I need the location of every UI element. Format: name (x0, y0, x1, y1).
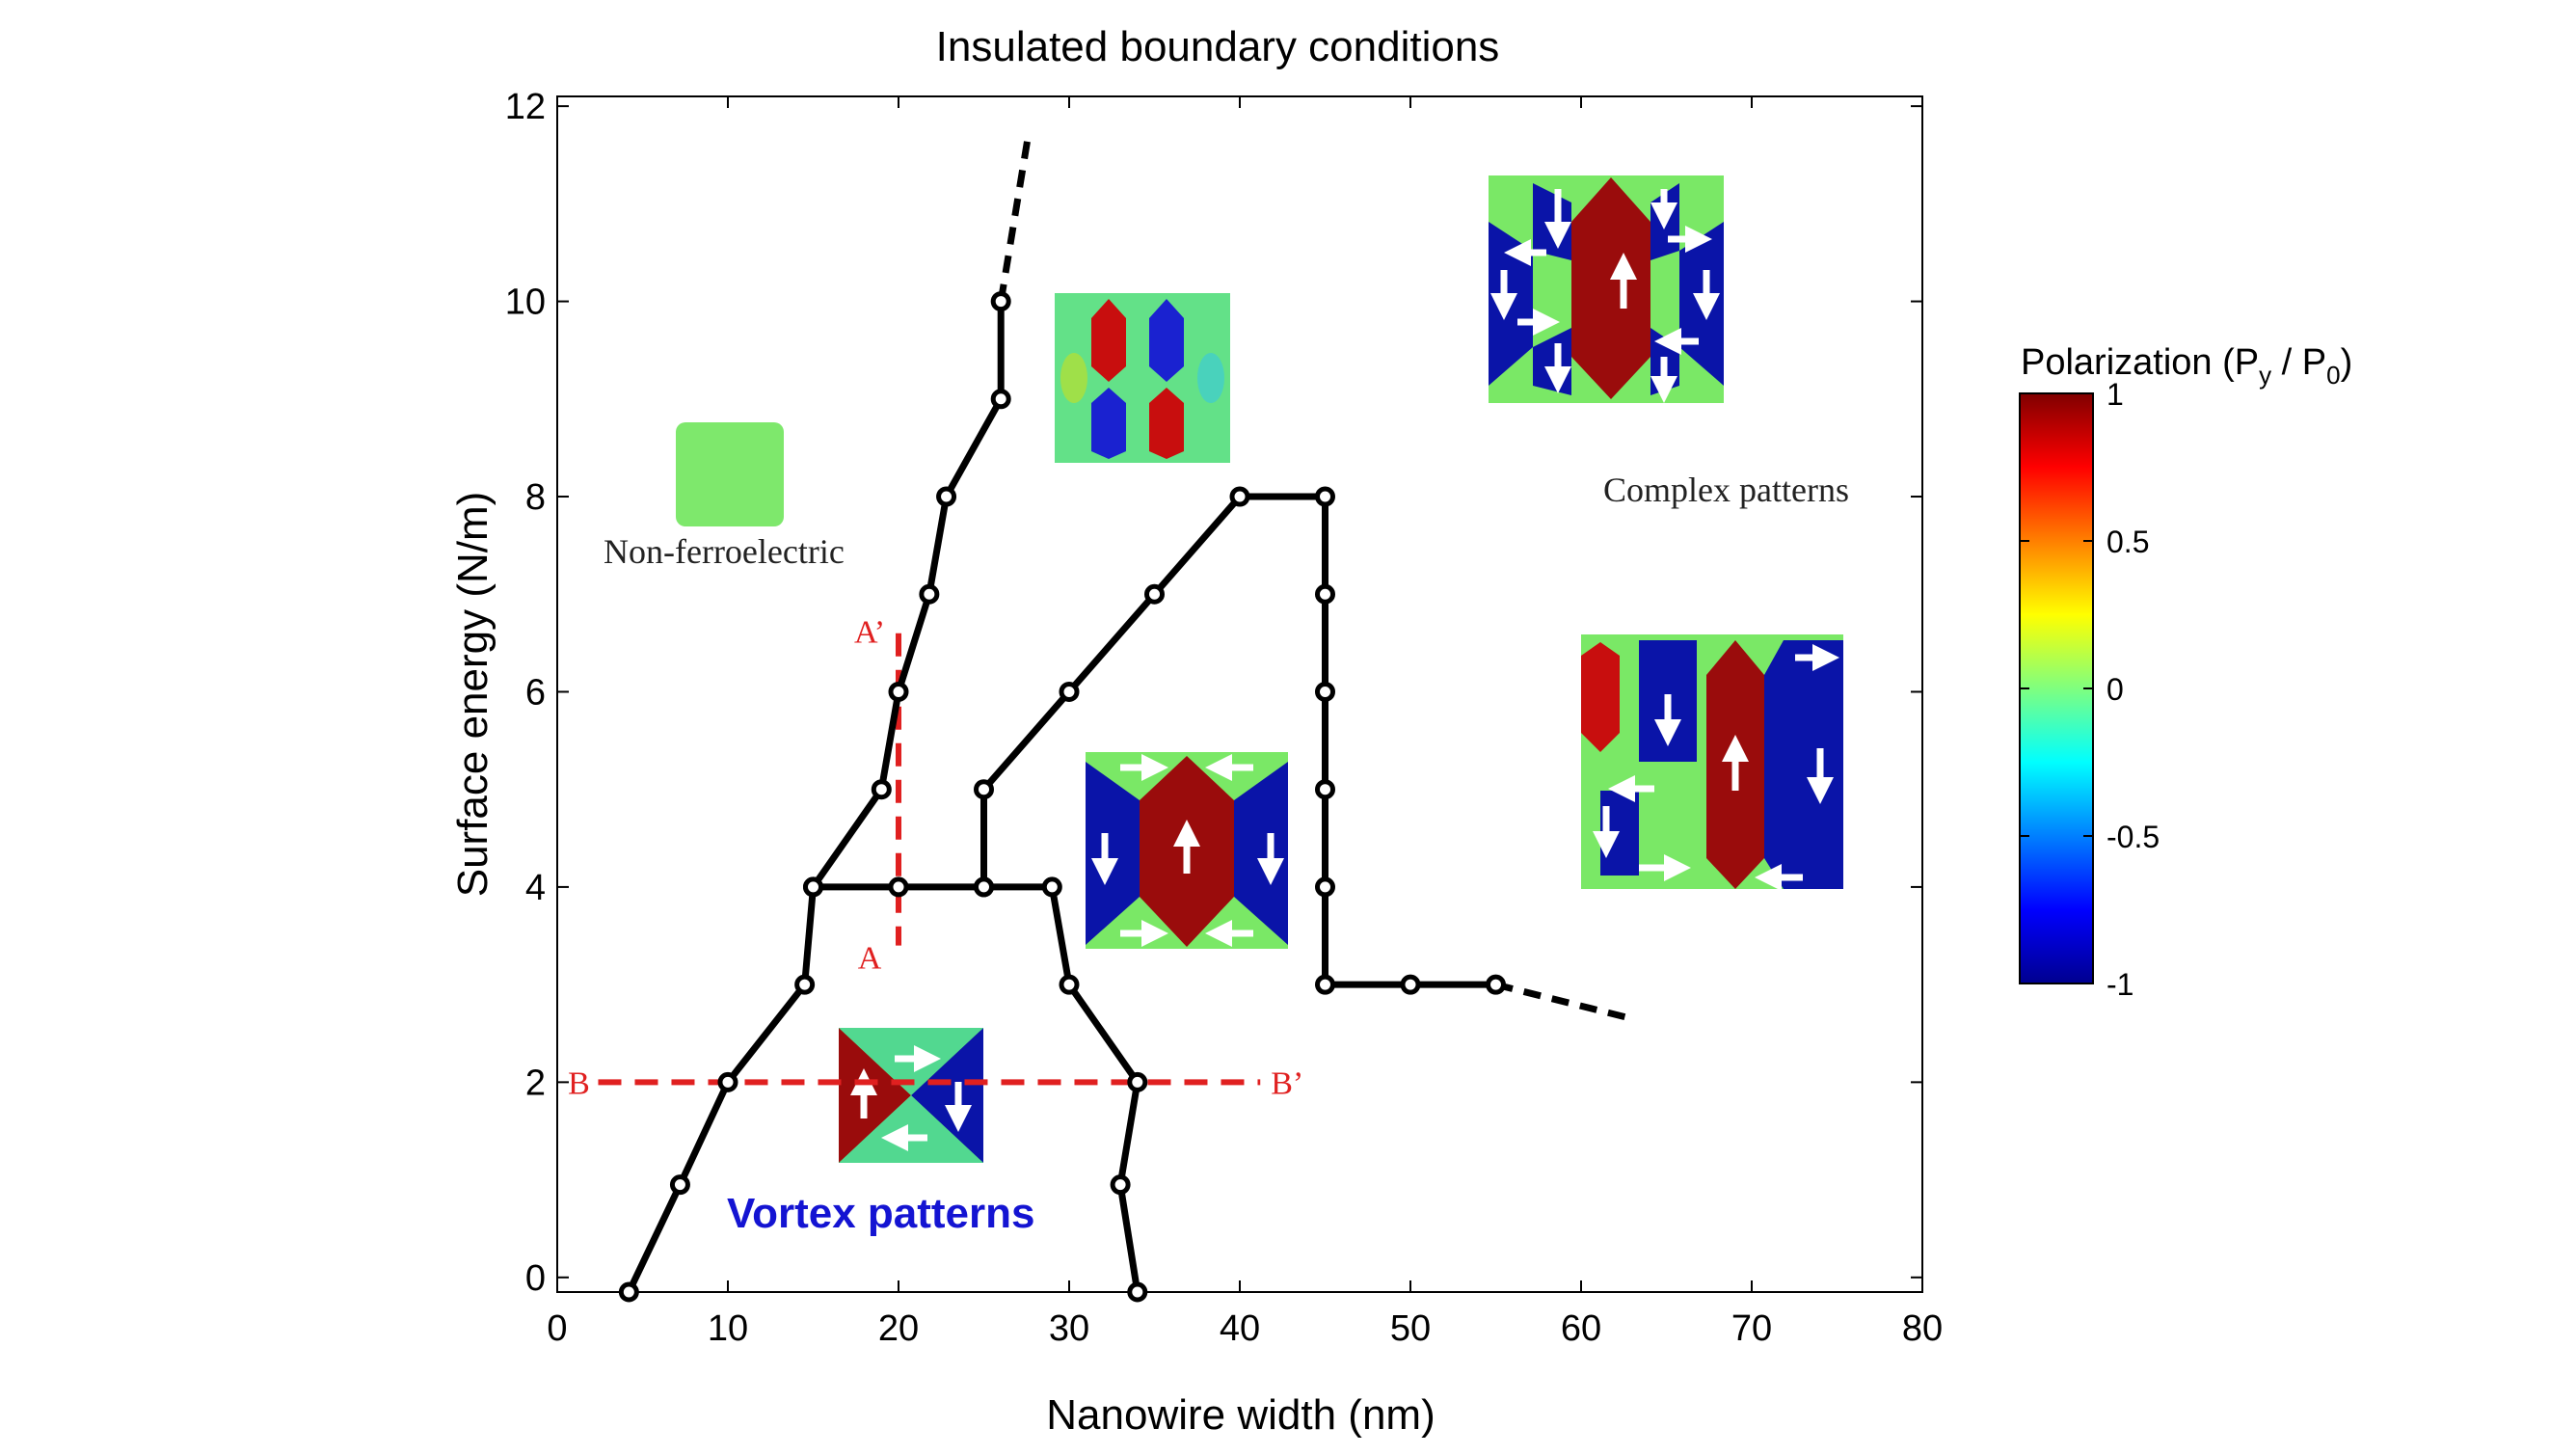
colorbar-tick-label: 0 (2106, 672, 2124, 707)
y-tick-label: 12 (505, 87, 546, 127)
colorbar-tick-label: -1 (2106, 967, 2133, 1002)
data-point (974, 876, 994, 898)
data-point (936, 486, 957, 507)
x-axis-ticks: 0 10 20 30 40 50 60 70 80 (547, 96, 1943, 1349)
data-point (888, 876, 909, 898)
colorbar-tick-label: 1 (2106, 377, 2124, 412)
x-axis-label: Nanowire width (nm) (1046, 1391, 1435, 1439)
y-tick-label: 0 (525, 1258, 546, 1299)
inset-uniform (676, 422, 784, 526)
data-point (1315, 583, 1335, 605)
data-point (1315, 779, 1335, 800)
x-tick-label: 80 (1902, 1308, 1943, 1349)
phase-boundary-line (813, 883, 1141, 1293)
data-point (990, 389, 1011, 410)
colorbar-ticks: 1 0.5 0 -0.5 -1 (2020, 377, 2160, 1002)
x-tick-label: 10 (708, 1308, 748, 1349)
data-point (669, 1174, 690, 1196)
colorbar-tick-label: -0.5 (2106, 820, 2160, 854)
y-tick-label: 4 (525, 868, 546, 908)
data-point (794, 974, 816, 995)
chart-title: Insulated boundary conditions (936, 23, 1500, 70)
data-point (1041, 876, 1062, 898)
colorbar: Polarization (Py / P0) 1 0.5 0 -0.5 -1 (2019, 342, 2352, 1002)
data-point (1110, 1174, 1131, 1196)
y-tick-label: 10 (505, 283, 546, 323)
inset-vortex-large (1086, 752, 1288, 949)
data-point (1315, 681, 1335, 702)
data-point (1400, 974, 1421, 995)
data-point (1127, 1071, 1148, 1092)
data-point (1315, 486, 1335, 507)
data-point (618, 1281, 639, 1303)
inset-vortex-small (839, 1028, 983, 1163)
data-point (1059, 974, 1080, 995)
cut-line-end-label: B’ (1271, 1065, 1303, 1101)
y-tick-label: 2 (525, 1063, 546, 1103)
colorbar-gradient (2019, 392, 2094, 984)
phase-boundary-extension (1494, 981, 1633, 1022)
data-point (1144, 583, 1165, 605)
data-point (919, 583, 940, 605)
data-point (717, 1071, 738, 1092)
y-tick-label: 8 (525, 477, 546, 518)
x-tick-label: 20 (878, 1308, 919, 1349)
x-tick-label: 30 (1049, 1308, 1089, 1349)
data-point (803, 876, 823, 898)
data-point (871, 779, 892, 800)
y-axis-ticks: 0 2 4 6 8 10 12 (505, 87, 1922, 1299)
data-point (990, 291, 1011, 312)
colorbar-tick-label: 0.5 (2106, 525, 2149, 559)
label-non-ferroelectric: Non-ferroelectric (604, 532, 845, 571)
x-tick-label: 50 (1390, 1308, 1431, 1349)
x-tick-label: 70 (1731, 1308, 1772, 1349)
inset-antivortex (1055, 293, 1230, 463)
colorbar-title: Polarization (Py / P0) (2021, 342, 2352, 390)
inset-complex-top (1489, 175, 1724, 403)
data-point (1486, 974, 1506, 995)
inset-complex-right (1581, 634, 1843, 891)
data-point (1229, 486, 1250, 507)
y-axis-label: Surface energy (N/m) (449, 492, 496, 898)
y-tick-label: 6 (525, 672, 546, 713)
data-point (1059, 681, 1080, 702)
label-vortex-patterns: Vortex patterns (727, 1190, 1035, 1237)
x-tick-label: 0 (547, 1308, 567, 1349)
data-point (888, 681, 909, 702)
data-point (1315, 876, 1335, 898)
x-tick-label: 40 (1220, 1308, 1260, 1349)
cut-line-start-label: A’ (854, 615, 885, 651)
series-layer (618, 134, 1633, 1303)
label-complex-patterns: Complex patterns (1603, 471, 1849, 509)
cut-line-start-label: B (568, 1065, 590, 1101)
cut-line-end-label: A (858, 941, 882, 977)
data-point (974, 779, 994, 800)
phase-boundary-extension (997, 134, 1032, 303)
data-point (1315, 974, 1335, 995)
data-point (1127, 1281, 1148, 1303)
x-tick-label: 60 (1561, 1308, 1601, 1349)
